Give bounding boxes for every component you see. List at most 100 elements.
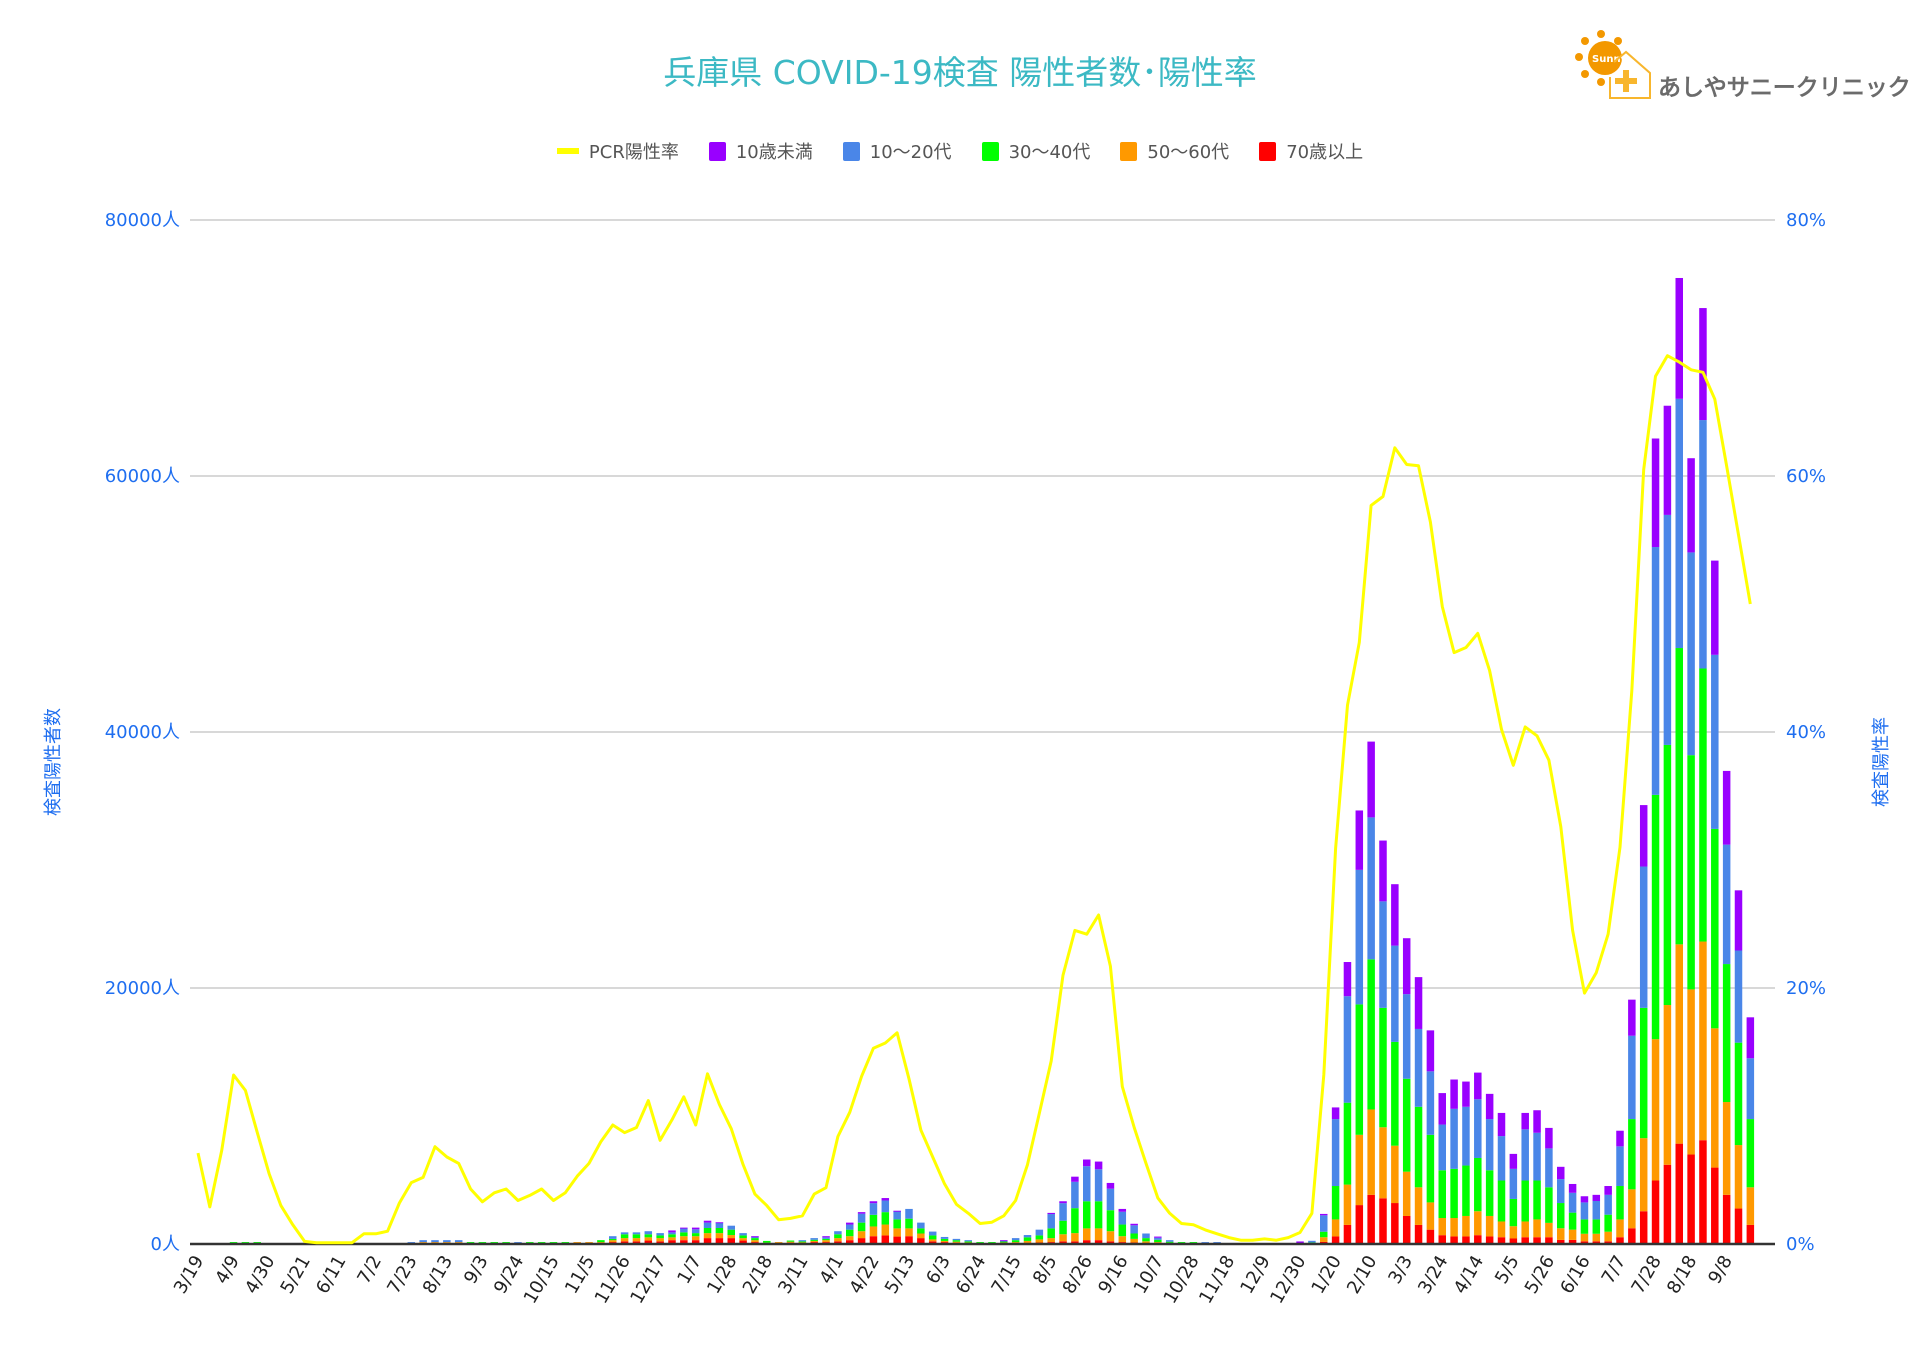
bar-segment	[1568, 1183, 1577, 1193]
x-tick-label: 7/23	[383, 1252, 421, 1298]
bar-segment	[1426, 1071, 1435, 1135]
bar-segment	[1746, 1187, 1755, 1225]
bar-segment	[644, 1237, 653, 1241]
x-tick-label: 12/30	[1266, 1252, 1310, 1307]
bar-segment	[857, 1213, 866, 1223]
legend-item-10-20s[interactable]: 10～20代	[842, 138, 952, 164]
bar-segment	[1509, 1226, 1518, 1239]
legend-swatch	[981, 141, 999, 161]
bar-segment	[881, 1200, 890, 1213]
bar-segment	[1616, 1130, 1624, 1147]
bar-segment	[727, 1235, 735, 1239]
bar-segment	[940, 1236, 949, 1239]
bar-segment	[691, 1233, 700, 1237]
bar-segment	[739, 1240, 747, 1244]
bar-segment	[869, 1226, 878, 1237]
bar-segment	[1047, 1238, 1055, 1243]
bar-segment	[1343, 996, 1352, 1103]
bar-segment	[1521, 1237, 1529, 1244]
bar-segment	[1462, 1215, 1470, 1237]
y2-tick-label: 0%	[1786, 1234, 1815, 1255]
bar-segment	[1379, 840, 1387, 902]
bar-segment	[1497, 1112, 1506, 1137]
bar-segment	[1497, 1180, 1506, 1222]
legend-item-50-60s[interactable]: 50～60代	[1120, 138, 1229, 164]
bar-segment	[822, 1236, 830, 1238]
bar-segment	[1035, 1239, 1044, 1243]
bar-segment	[1722, 1102, 1731, 1195]
bar-segment	[1734, 1145, 1743, 1209]
bar-segment	[905, 1218, 913, 1229]
bar-segment	[1474, 1099, 1482, 1158]
bar-segment	[1402, 1171, 1411, 1216]
bar-segment	[1023, 1240, 1032, 1243]
bar-segment	[632, 1241, 641, 1244]
bar-segment	[1651, 547, 1660, 795]
bar-segment	[644, 1240, 653, 1244]
bar-segment	[668, 1240, 676, 1244]
bar-segment	[1580, 1202, 1589, 1220]
bar-segment	[1639, 866, 1648, 1008]
bar-segment	[739, 1238, 747, 1241]
bar-segment	[1071, 1208, 1079, 1234]
bar-segment	[1320, 1237, 1328, 1242]
bar-segment	[727, 1225, 735, 1230]
bar-segment	[881, 1198, 890, 1201]
legend-label: PCR陽性率	[588, 142, 679, 163]
bar-segment	[1379, 901, 1387, 1008]
bar-segment	[1509, 1238, 1518, 1244]
bar-segment	[1485, 1119, 1494, 1171]
legend-item-30-40s[interactable]: 30～40代	[981, 138, 1090, 164]
bar-segment	[1438, 1124, 1446, 1171]
bar-segment	[1663, 405, 1672, 515]
bar-segment	[1734, 1208, 1743, 1244]
bar-segment	[1592, 1233, 1601, 1242]
bar-segment	[1083, 1240, 1091, 1244]
bar-segment	[1734, 950, 1743, 1043]
bar-segment	[1402, 994, 1411, 1079]
bar-segment	[1130, 1223, 1138, 1226]
x-tick-label: 9/8	[1704, 1252, 1737, 1288]
bar-segment	[1296, 1241, 1304, 1244]
bar-segment	[1521, 1129, 1529, 1181]
bar-segment	[1402, 1215, 1411, 1244]
legend-item-under-10[interactable]: 10歳未満	[708, 138, 813, 164]
bar-segment	[1083, 1166, 1091, 1202]
legend-item-70-plus[interactable]: 70歳以上	[1259, 138, 1363, 164]
bar-segment	[715, 1228, 724, 1234]
bar-segment	[703, 1222, 712, 1228]
bar-segment	[1699, 1140, 1707, 1244]
bar-segment	[1663, 1164, 1672, 1244]
bar-segment	[715, 1233, 724, 1239]
bar-segment	[928, 1235, 937, 1240]
bar-segment	[798, 1242, 807, 1244]
bar-segment	[1343, 1184, 1352, 1225]
bar-segment	[1106, 1231, 1115, 1242]
bar-segment	[1142, 1241, 1150, 1244]
bar-segment	[1154, 1242, 1162, 1244]
bar-segment	[1687, 755, 1695, 990]
bar-segment	[1557, 1179, 1565, 1204]
bar-segment	[1094, 1161, 1103, 1170]
bar-segment	[905, 1236, 913, 1244]
bar-segment	[893, 1210, 901, 1212]
bar-segment	[1355, 1205, 1364, 1244]
x-tick-label: 3/24	[1414, 1252, 1452, 1298]
bar-segment	[857, 1238, 866, 1244]
bar-segment	[1414, 1187, 1423, 1225]
bar-segment	[620, 1232, 629, 1235]
bar-segment	[810, 1239, 818, 1241]
bar-segment	[1746, 1017, 1755, 1059]
bar-segment	[1711, 828, 1719, 1029]
bar-segment	[1651, 794, 1660, 1040]
bar-segment	[869, 1203, 878, 1215]
bar-segment	[1651, 1039, 1660, 1181]
bar-segment	[691, 1227, 700, 1230]
bar-segment	[1035, 1235, 1044, 1240]
x-tick-label: 4/22	[845, 1252, 883, 1298]
bar-segment	[1379, 1007, 1387, 1128]
bar-segment	[668, 1237, 676, 1241]
y-tick-label: 80000人	[105, 210, 180, 231]
bar-segment	[834, 1234, 842, 1239]
legend-item-pcr-rate[interactable]: PCR陽性率	[556, 138, 679, 164]
